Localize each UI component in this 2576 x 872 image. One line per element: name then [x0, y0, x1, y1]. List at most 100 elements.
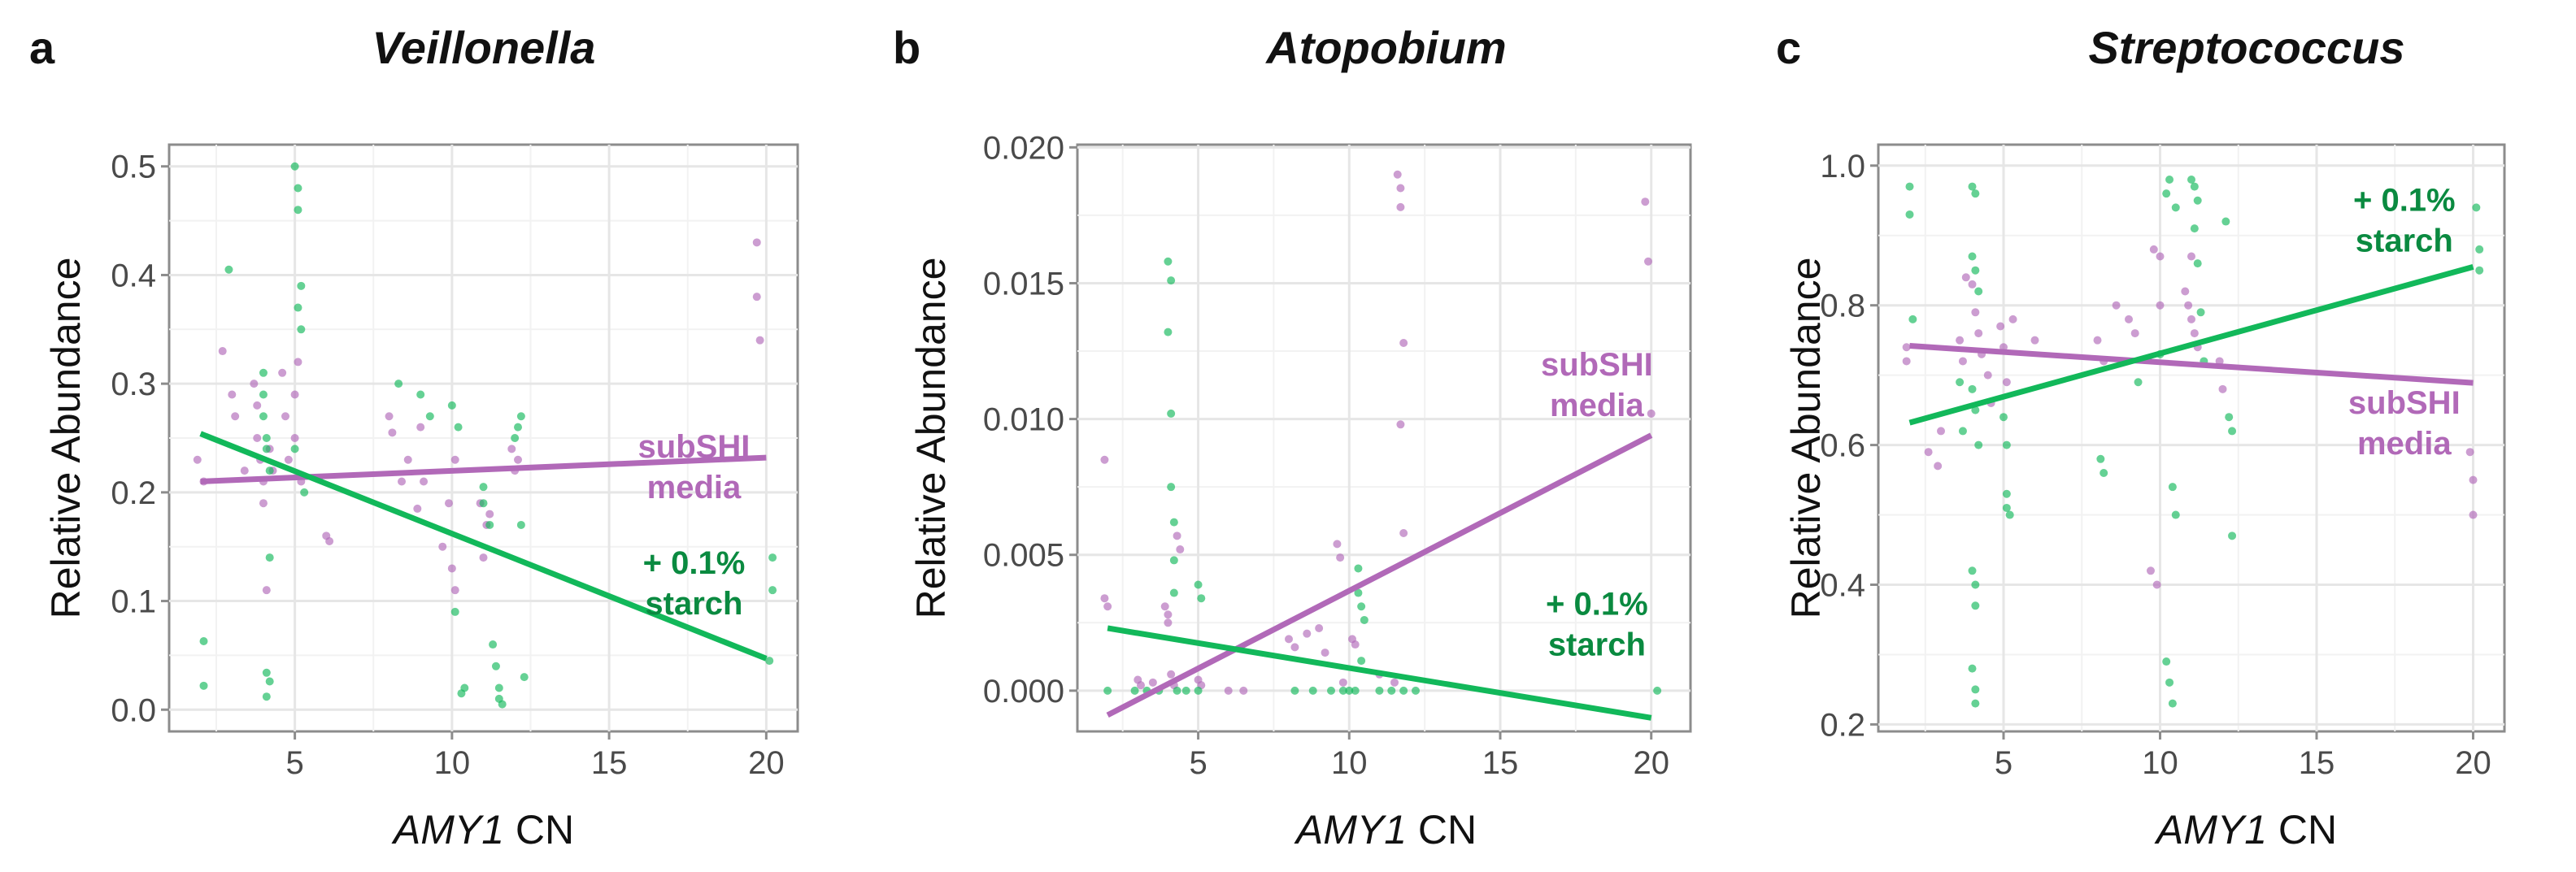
- panel-c-point-subSHI: [2030, 336, 2039, 345]
- panel-a-point-starch: [265, 553, 274, 562]
- panel-b-point-subSHI: [1103, 602, 1112, 611]
- panel-a-y-tick-label: 0.3: [111, 367, 156, 402]
- panel-b-point-subSHI: [1333, 540, 1342, 549]
- panel-c-y-ticks: 0.2 0.4 0.6 0.8 1.0: [1820, 149, 1878, 743]
- panel-c-x-axis-title-rest: CN: [2267, 807, 2337, 852]
- panel-c-point-subSHI: [2093, 336, 2102, 345]
- panel-a-point-subSHI: [444, 499, 453, 508]
- panel-c-point-starch: [1905, 182, 1914, 191]
- panel-c-point-starch: [1971, 189, 1980, 198]
- panel-c-point-starch: [1968, 566, 1977, 575]
- panel-a-point-subSHI: [325, 537, 334, 546]
- panel-b-point-subSHI: [1164, 618, 1173, 627]
- panel-b-point-starch: [1173, 686, 1181, 695]
- panel-c-point-subSHI: [1974, 329, 1983, 338]
- panel-c-x-tick-label: 15: [2299, 745, 2335, 781]
- panel-b-point-starch: [1290, 686, 1299, 695]
- panel-c-point-starch: [2002, 440, 2011, 449]
- panel-a-point-subSHI: [262, 586, 271, 595]
- panel-b-point-starch: [1103, 686, 1112, 695]
- panel-b-x-tick-label: 5: [1189, 745, 1207, 781]
- panel-a-point-starch: [290, 162, 299, 171]
- panel-b-y-ticks: 0.000 0.005 0.010 0.015 0.020: [983, 130, 1077, 709]
- panel-a-point-subSHI: [447, 564, 456, 573]
- panel-b-point-starch: [1169, 518, 1178, 527]
- panel-b-point-starch: [1354, 564, 1363, 573]
- panel-a-point-starch: [494, 683, 503, 692]
- panel-c-point-starch: [2193, 196, 2202, 205]
- panel-c-point-starch: [1958, 427, 1967, 436]
- panel-c-point-subSHI: [1958, 357, 1967, 366]
- panel-b-point-starch: [1164, 328, 1173, 336]
- panel-b-point-starch: [1167, 276, 1176, 285]
- panel-a-point-starch: [199, 637, 208, 646]
- panel-c-x-ticks: 5 10 15 20: [1995, 731, 2491, 781]
- panel-b-point-subSHI: [1396, 184, 1405, 193]
- panel-c-point-starch: [1999, 413, 2008, 422]
- panel-c-point-subSHI: [2181, 287, 2190, 296]
- panel-c-point-subSHI: [2002, 378, 2011, 387]
- panel-a-point-starch: [290, 445, 299, 453]
- panel-a-point-starch: [454, 423, 463, 432]
- panel-a-point-starch: [294, 303, 302, 312]
- panel-a-point-starch: [297, 281, 306, 290]
- panel-a-point-starch: [259, 390, 268, 399]
- panel-b-point-subSHI: [1167, 670, 1176, 679]
- panel-a-trend-lines: [199, 431, 768, 662]
- panel-b-point-starch: [1387, 686, 1396, 695]
- panel-a-point-starch: [224, 265, 233, 274]
- panel-a-point-subSHI: [755, 336, 764, 345]
- panel-a-point-subSHI: [240, 466, 249, 475]
- panel-c-point-starch: [2096, 454, 2105, 463]
- panel-a-point-starch: [297, 325, 306, 334]
- panel-c-annotation-starch: + 0.1% starch: [2353, 183, 2456, 259]
- panel-a-annotation-subSHI: subSHI media: [638, 429, 751, 505]
- panel-a-point-starch: [294, 184, 302, 193]
- panel-b-annotation-starch-line: starch: [1548, 627, 1646, 662]
- panel-b-point-subSHI: [1390, 678, 1399, 687]
- panel-a-point-subSHI: [253, 401, 262, 410]
- panel-a-point-starch: [259, 368, 268, 377]
- panel-c-point-subSHI: [2152, 580, 2161, 589]
- panel-a-points: [193, 162, 777, 709]
- panel-c-x-tick-label: 20: [2455, 745, 2491, 781]
- panel-c-point-starch: [1971, 266, 1980, 275]
- panel-b-x-tick-label: 15: [1482, 745, 1519, 781]
- panel-c-point-subSHI: [1983, 371, 1992, 380]
- panel-a-point-subSHI: [231, 412, 240, 421]
- panel-c-point-subSHI: [2146, 566, 2155, 575]
- panel-b-trend-lines: [1106, 432, 1653, 721]
- panel-c-y-axis-title: Relative Abundance: [1783, 258, 1829, 619]
- panel-a-point-subSHI: [485, 510, 494, 518]
- panel-a-point-subSHI: [514, 455, 523, 464]
- panel-c-point-starch: [1968, 384, 1977, 393]
- panel-c-point-starch: [2475, 266, 2484, 275]
- panel-a-point-starch: [259, 412, 268, 421]
- panel-a-grid: [169, 145, 798, 731]
- panel-a-point-starch: [520, 673, 529, 682]
- panel-c-point-subSHI: [2190, 329, 2199, 338]
- panel-a-point-subSHI: [420, 477, 429, 486]
- panel-b-point-starch: [1412, 686, 1420, 695]
- panel-a-point-subSHI: [507, 445, 516, 453]
- panel-c-annotation-subSHI-line: media: [2357, 426, 2452, 462]
- panel-c-point-starch: [2475, 245, 2484, 254]
- panel-b-point-subSHI: [1647, 409, 1656, 418]
- panel-a-point-starch: [199, 681, 208, 690]
- panel-b-point-subSHI: [1351, 640, 1360, 649]
- panel-c-point-subSHI: [2218, 384, 2227, 393]
- panel-c-point-starch: [2190, 224, 2199, 233]
- panel-b-point-starch: [1169, 556, 1178, 565]
- panel-c-annotation-subSHI-line: subSHI: [2348, 385, 2461, 421]
- panel-a-point-starch: [262, 692, 271, 701]
- panel-a-point-starch: [479, 483, 488, 492]
- panel-c-point-starch: [1956, 378, 1965, 387]
- panel-b-point-starch: [1197, 594, 1206, 603]
- panel-c-point-subSHI: [1956, 336, 1965, 345]
- panel-b-letter: b: [893, 22, 920, 73]
- panel-b-point-subSHI: [1285, 635, 1293, 644]
- panel-c-point-subSHI: [1971, 308, 1980, 317]
- panel-c-y-tick-label: 0.4: [1820, 568, 1865, 604]
- panel-a-y-tick-label: 0.2: [111, 475, 156, 511]
- panel-c-y-tick-label: 0.2: [1820, 707, 1865, 743]
